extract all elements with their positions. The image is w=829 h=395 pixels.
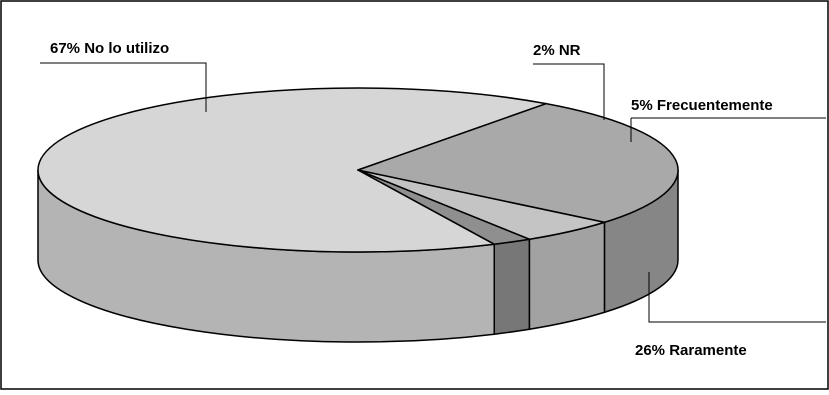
slice-side-nr [493,238,531,336]
slice-label-no-lo-utilizo: 67% No lo utilizo [50,40,169,57]
pie-labels: 67% No lo utilizo 2% NR 5% Frecuentement… [50,40,773,359]
pie-tops [37,87,679,253]
leader-nr [533,63,605,120]
slice-label-raramente: 26% Raramente [635,342,747,359]
leader-raramente [648,272,826,323]
slice-label-nr: 2% NR [533,42,581,59]
slice-side-frecuentemente [528,221,606,331]
slice-top-raramente [357,102,679,224]
pie-sides [37,169,679,343]
leader-no-lo-utilizo [40,62,207,112]
slice-top-no-lo-utilizo [37,87,547,253]
slice-label-frecuentemente: 5% Frecuentemente [631,97,773,114]
pie-leaders [40,62,826,323]
